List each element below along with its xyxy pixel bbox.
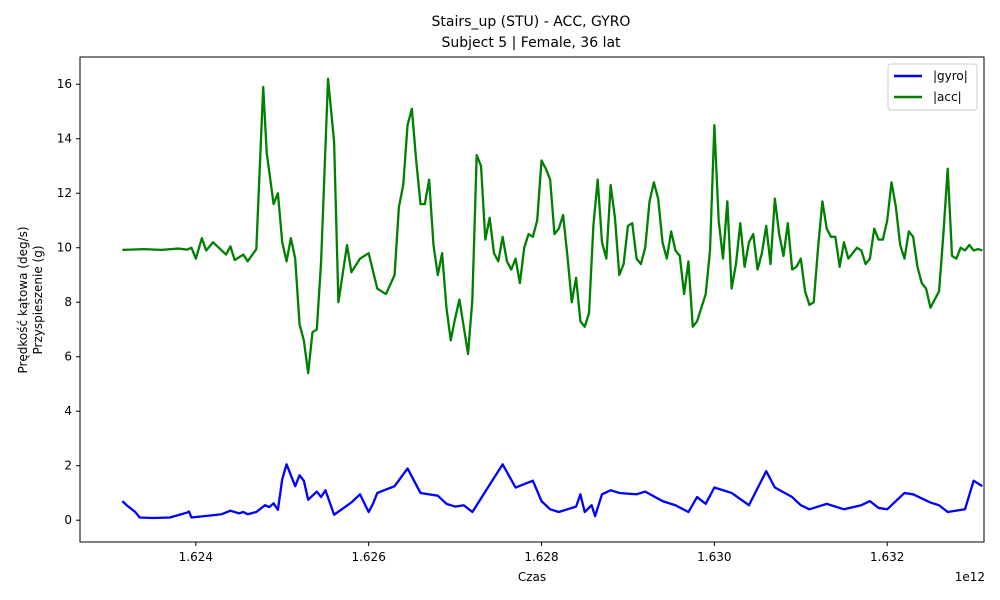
x-tick-label: 1.632 — [870, 550, 904, 564]
y-tick-label: 2 — [64, 459, 72, 473]
chart-title-line2: Subject 5 | Female, 36 lat — [441, 35, 621, 51]
y-tick-label: 10 — [57, 241, 72, 255]
y-axis: 0 2 4 6 8 10 12 14 16 — [57, 77, 80, 527]
y-tick-label: 14 — [57, 132, 72, 146]
x-tick-label: 1.628 — [524, 550, 558, 564]
y-axis-label: Prędkość kątowa (deg/s) Przyspieszenie (… — [16, 226, 45, 373]
legend-gyro-label: |gyro| — [933, 69, 968, 83]
chart-title: Stairs_up (STU) - ACC, GYRO Subject 5 | … — [432, 14, 631, 51]
y-axis-label-line2: Przyspieszenie (g) — [31, 246, 45, 355]
y-tick-label: 0 — [64, 513, 72, 527]
series-line-acc — [122, 77, 983, 375]
x-axis-label: Czas — [518, 570, 546, 584]
y-axis-label-line1: Prędkość kątowa (deg/s) — [16, 226, 30, 373]
series-layer — [121, 77, 983, 520]
x-axis: 1.624 1.626 1.628 1.630 1.632 — [179, 542, 904, 564]
y-tick-label: 6 — [64, 350, 72, 364]
chart-title-line1: Stairs_up (STU) - ACC, GYRO — [432, 14, 631, 30]
y-tick-label: 16 — [57, 77, 72, 91]
legend-acc-label: |acc| — [933, 90, 962, 104]
x-tick-label: 1.624 — [179, 550, 213, 564]
plot-area — [79, 56, 985, 543]
y-tick-label: 4 — [64, 404, 72, 418]
y-tick-label: 12 — [57, 186, 72, 200]
legend: |gyro| |acc| — [887, 63, 978, 111]
x-tick-label: 1.626 — [351, 550, 385, 564]
x-offset-text: 1e12 — [955, 570, 985, 584]
x-tick-label: 1.630 — [697, 550, 731, 564]
y-tick-label: 8 — [64, 295, 72, 309]
series-line-gyro — [121, 463, 983, 520]
